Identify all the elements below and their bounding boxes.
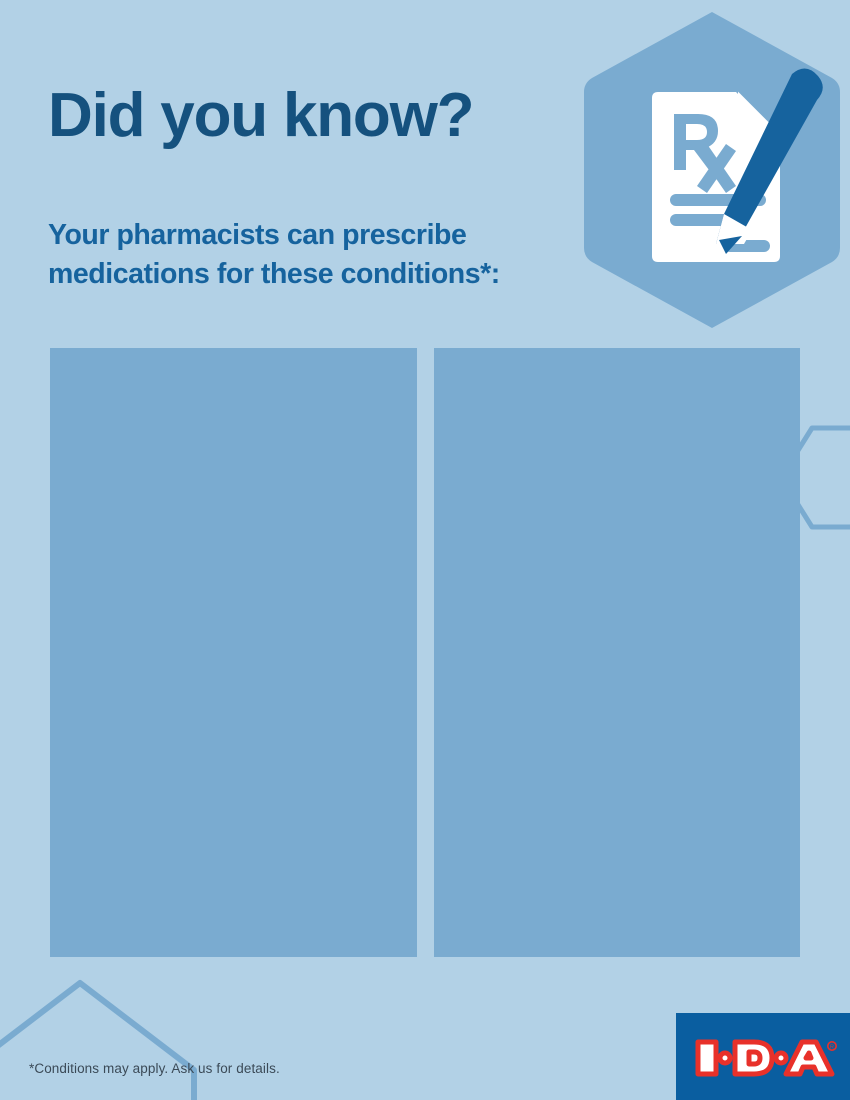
page-subtitle: Your pharmacists can prescribe medicatio… xyxy=(48,219,500,290)
footnote-text: *Conditions may apply. Ask us for detail… xyxy=(29,1061,280,1076)
hexagon-outline-bottom-left-icon xyxy=(0,970,220,1100)
hexagon-outline-right-icon xyxy=(795,420,850,535)
svg-text:R: R xyxy=(830,1045,834,1051)
page-title: Did you know? xyxy=(48,81,474,150)
prescription-badge xyxy=(576,8,848,332)
conditions-panel-left xyxy=(50,348,417,957)
rx-symbol xyxy=(674,114,736,193)
ida-logo: R xyxy=(676,1013,850,1100)
ida-logo-mark: R xyxy=(692,1034,838,1082)
conditions-panel-right xyxy=(434,348,800,957)
pen-icon xyxy=(716,68,823,254)
